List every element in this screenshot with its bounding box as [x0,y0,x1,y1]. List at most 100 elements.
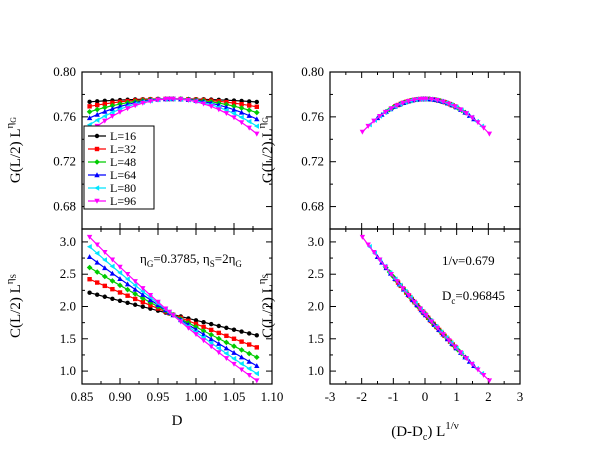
bl-point [132,279,138,285]
tl-point [102,108,108,114]
legend-swatch-marker [94,172,100,178]
bl-point [201,320,206,325]
tl-point [246,125,252,131]
br-ytick-label: 1.0 [308,363,324,378]
tr-point [480,125,487,131]
tl-point [166,96,173,102]
tl-point [94,106,100,113]
bl-point [254,378,260,384]
tl-ytick-label: 0.72 [53,154,76,169]
legend: L=16L=32L=48L=64L=80L=96 [83,125,155,210]
bl-point [254,370,259,377]
tl-point [254,104,259,109]
bl-ytick-label: 2.0 [60,299,76,314]
tr-point [405,98,412,104]
bl-point [201,324,206,330]
tl-point [200,101,207,107]
bl-point [247,342,252,347]
bl-point [94,269,100,275]
legend-swatch-marker [94,198,100,204]
bl-point [86,254,93,259]
bl-series-L=64 [86,254,260,369]
br-xtick-label: 2 [485,389,492,404]
bl-point [132,282,138,288]
br-point [428,319,435,325]
br-xtick-label: -1 [388,389,399,404]
bl-point [124,272,131,277]
annotation-eta: ηG=0.3785, ηS=2ηG [140,251,242,269]
tr-point [359,129,366,135]
bl-point [147,293,154,298]
tr-point [423,96,429,102]
bl-point [223,339,230,346]
tr-point [446,101,452,107]
bl-point [124,281,131,287]
tl-point [223,111,230,116]
bl-ytick-label: 1.5 [60,331,76,346]
tl-point [109,109,115,116]
tl-point [238,105,245,111]
tl-point [238,114,244,120]
bl-point [102,265,108,271]
bl-point [94,259,100,265]
br-xtick-label: 1 [453,389,460,404]
bl-point [94,242,100,248]
bl-point [95,292,100,297]
legend-label: L=16 [110,129,136,143]
tl-point [231,106,237,112]
annotation-inv-nu: 1/ν=0.679 [442,253,495,268]
br-point [469,361,475,367]
bl-point [166,309,173,315]
tr-series-L=96 [359,96,493,137]
bl-point [140,292,146,297]
bl-point [109,257,116,263]
bl-point [170,313,176,318]
bl-point [209,321,214,327]
bl-point [109,270,116,276]
bl-point [200,338,207,344]
legend-label: L=96 [110,194,136,208]
bl-point [246,350,252,357]
bl-point [140,299,145,305]
ylabel-bottom-right: C(L/2) LηS [256,274,276,338]
tr-point [377,113,383,119]
bl-point [238,367,245,373]
bl-point [193,318,199,323]
bl-point [224,333,229,339]
bl-point [254,354,260,361]
tl-ytick-label: 0.68 [53,199,76,214]
legend-swatch-marker [94,159,100,165]
bl-point [162,306,169,312]
bl-point [86,264,93,271]
tl-point [239,102,244,107]
bl-point [125,300,130,305]
tr-ytick-label: 0.72 [301,154,324,169]
bl-point [86,234,93,240]
br-point [463,356,470,362]
bl-point [193,321,199,327]
bl-xtick-label: 0.90 [109,389,132,404]
tl-point [254,131,260,137]
br-point [377,257,383,263]
legend-box [83,125,155,210]
tr-point [382,109,389,115]
tl-point [208,104,214,110]
br-point [371,250,377,255]
bl-point [117,264,123,270]
tl-point [170,96,176,102]
tl-point [178,97,184,102]
bl-point [208,344,214,350]
bl-point [87,290,92,295]
tl-point [147,98,154,104]
bl-point [133,302,138,307]
bl-xtick-label: 0.85 [71,389,94,404]
bl-xtick-label: 1.05 [223,389,246,404]
tl-point [102,101,107,107]
bl-point [216,330,221,336]
tl-point [231,115,237,121]
bl-point [140,304,145,309]
bl-point [238,354,245,360]
tr-ytick-label: 0.68 [301,199,324,214]
bl-point [254,333,259,338]
ylabel-bottom-left: C(L/2) LηS [4,274,24,338]
